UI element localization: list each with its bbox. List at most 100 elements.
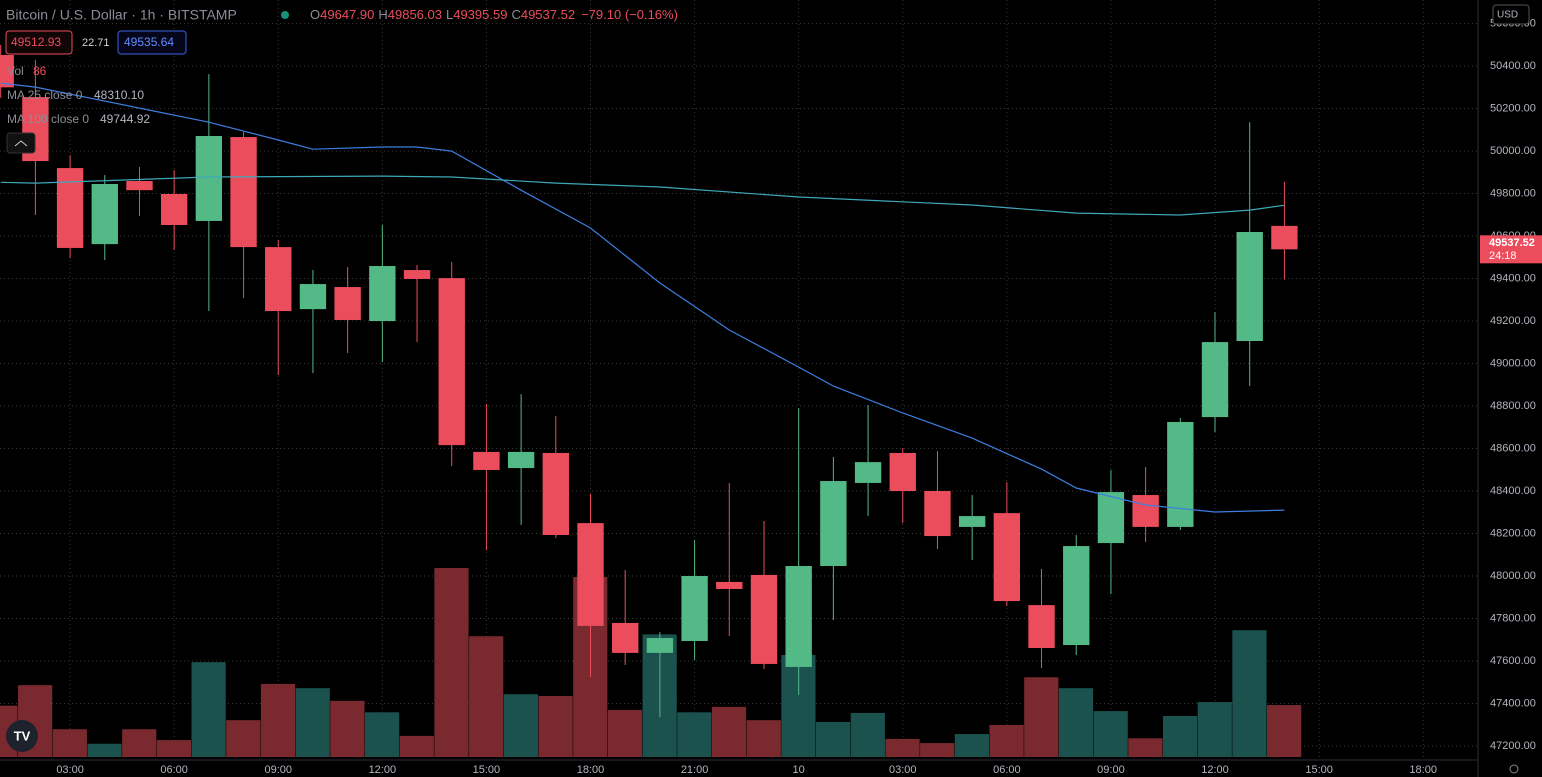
- candle-body: [785, 566, 812, 667]
- y-tick-label: 50000.00: [1490, 145, 1536, 157]
- logo-mark: TV: [14, 728, 31, 743]
- volume-bar: [503, 694, 538, 757]
- y-tick-label: 49200.00: [1490, 315, 1536, 327]
- candle-body: [750, 574, 778, 664]
- volume-value: 86: [33, 64, 47, 78]
- candle-body: [126, 181, 153, 191]
- ask: 49535.64: [124, 35, 174, 49]
- volume-bar: [677, 712, 712, 757]
- ohlc-values: O49647.90 H49856.03 L49395.59 C49537.52 −79.…: [310, 7, 678, 22]
- x-tick-label: 12:00: [369, 764, 397, 776]
- candle-body: [473, 451, 500, 470]
- y-tick-label: 47600.00: [1490, 655, 1536, 667]
- candle-body: [612, 622, 639, 653]
- candle-body: [369, 266, 396, 322]
- x-tick-label: 12:00: [1201, 764, 1229, 776]
- ohlc-value: 49647.90: [320, 7, 374, 22]
- volume-bar: [469, 636, 504, 757]
- ask-box: [117, 30, 187, 55]
- logo[interactable]: [6, 720, 38, 752]
- y-tick-label: 47400.00: [1490, 697, 1536, 709]
- collapse-icon: [14, 140, 28, 147]
- ohlc-label: O: [310, 7, 320, 22]
- x-tick-label: 09:00: [1097, 764, 1125, 776]
- candle-body: [91, 183, 118, 245]
- candle-body: [577, 523, 604, 626]
- volume-bar: [364, 712, 400, 757]
- currency: USD: [1497, 10, 1518, 21]
- candle-body: [924, 491, 951, 537]
- axes: 47200.00 47400.00 47600.00 47800.00 48000.00…: [56, 17, 1542, 776]
- x-tick-label: 18:00: [577, 764, 605, 776]
- volume-bar: [538, 696, 573, 757]
- y-tick-label: 47800.00: [1490, 612, 1536, 624]
- candle-body: [0, 55, 14, 88]
- last-price: 49537.52: [1489, 237, 1535, 249]
- settings-icon[interactable]: [1509, 764, 1519, 774]
- volume-label: Vol: [7, 64, 24, 78]
- ohlc-value: 49537.52: [521, 7, 575, 22]
- y-tick-label: 48600.00: [1490, 442, 1536, 454]
- candle-body: [299, 284, 327, 310]
- ma-value: 48310.10: [94, 88, 144, 102]
- candle-body: [265, 247, 292, 312]
- y-tick-label: 49000.00: [1490, 357, 1536, 369]
- x-tick-label: 10: [793, 764, 805, 776]
- candle-pane: [0, 44, 1298, 718]
- grid: [0, 0, 1478, 760]
- x-tick-label: 06:00: [993, 764, 1021, 776]
- candle-body: [438, 278, 465, 446]
- candle-body: [820, 481, 847, 567]
- bid-box: [5, 30, 73, 55]
- last-price-box: [1480, 235, 1542, 264]
- candle-body: [1097, 492, 1125, 544]
- candle-body: [716, 581, 743, 589]
- moving-average-line: [0, 82, 1285, 513]
- volume-bar: [295, 688, 330, 757]
- collapse-button[interactable]: [6, 132, 36, 154]
- y-tick-label: 48800.00: [1490, 400, 1536, 412]
- volume-bar: [156, 740, 192, 757]
- volume-bar: [226, 720, 261, 757]
- candle-body: [160, 193, 188, 226]
- ma-name: MA 25 close 0: [7, 88, 83, 102]
- volume-bar: [989, 724, 1024, 757]
- currency-button[interactable]: [1492, 4, 1530, 25]
- y-tick-label: 47200.00: [1490, 740, 1536, 752]
- change: −79.10 (−0.16%): [581, 7, 678, 22]
- x-tick-label: 03:00: [56, 764, 84, 776]
- candle-body: [1271, 225, 1298, 250]
- volume-bar: [87, 743, 122, 757]
- candle-body: [1063, 546, 1090, 646]
- ohlc-label: L: [446, 7, 453, 22]
- candle-body: [681, 576, 708, 642]
- candle-body: [646, 638, 674, 653]
- volume-bar: [1267, 705, 1302, 757]
- candle-body: [889, 452, 916, 492]
- candle-body: [195, 135, 223, 221]
- x-tick-label: 15:00: [473, 764, 501, 776]
- volume-bar: [260, 683, 296, 757]
- volume-bar: [52, 729, 87, 757]
- ohlc-label: C: [511, 7, 520, 22]
- volume-bar: [1128, 738, 1163, 757]
- legend: Bitcoin / U.S. Dollar · 1h · BITSTAMP O4…: [5, 7, 678, 154]
- candle-body: [334, 287, 361, 320]
- candle-body: [1167, 421, 1194, 527]
- countdown: 24:18: [1489, 250, 1517, 262]
- y-tick-label: 50200.00: [1490, 102, 1536, 114]
- volume-bar: [711, 706, 747, 757]
- volume-bar: [954, 734, 989, 757]
- candle-body: [56, 168, 84, 248]
- x-tick-label: 18:00: [1409, 764, 1437, 776]
- candle-body: [403, 270, 431, 279]
- ohlc-label: H: [378, 7, 387, 22]
- x-tick-label: 21:00: [681, 764, 709, 776]
- volume-bar: [434, 568, 469, 757]
- candle-body: [230, 137, 257, 248]
- status-dot: [281, 11, 289, 19]
- volume-bar: [1162, 715, 1198, 757]
- candle-body: [993, 513, 1021, 602]
- y-tick-label: 48000.00: [1490, 570, 1536, 582]
